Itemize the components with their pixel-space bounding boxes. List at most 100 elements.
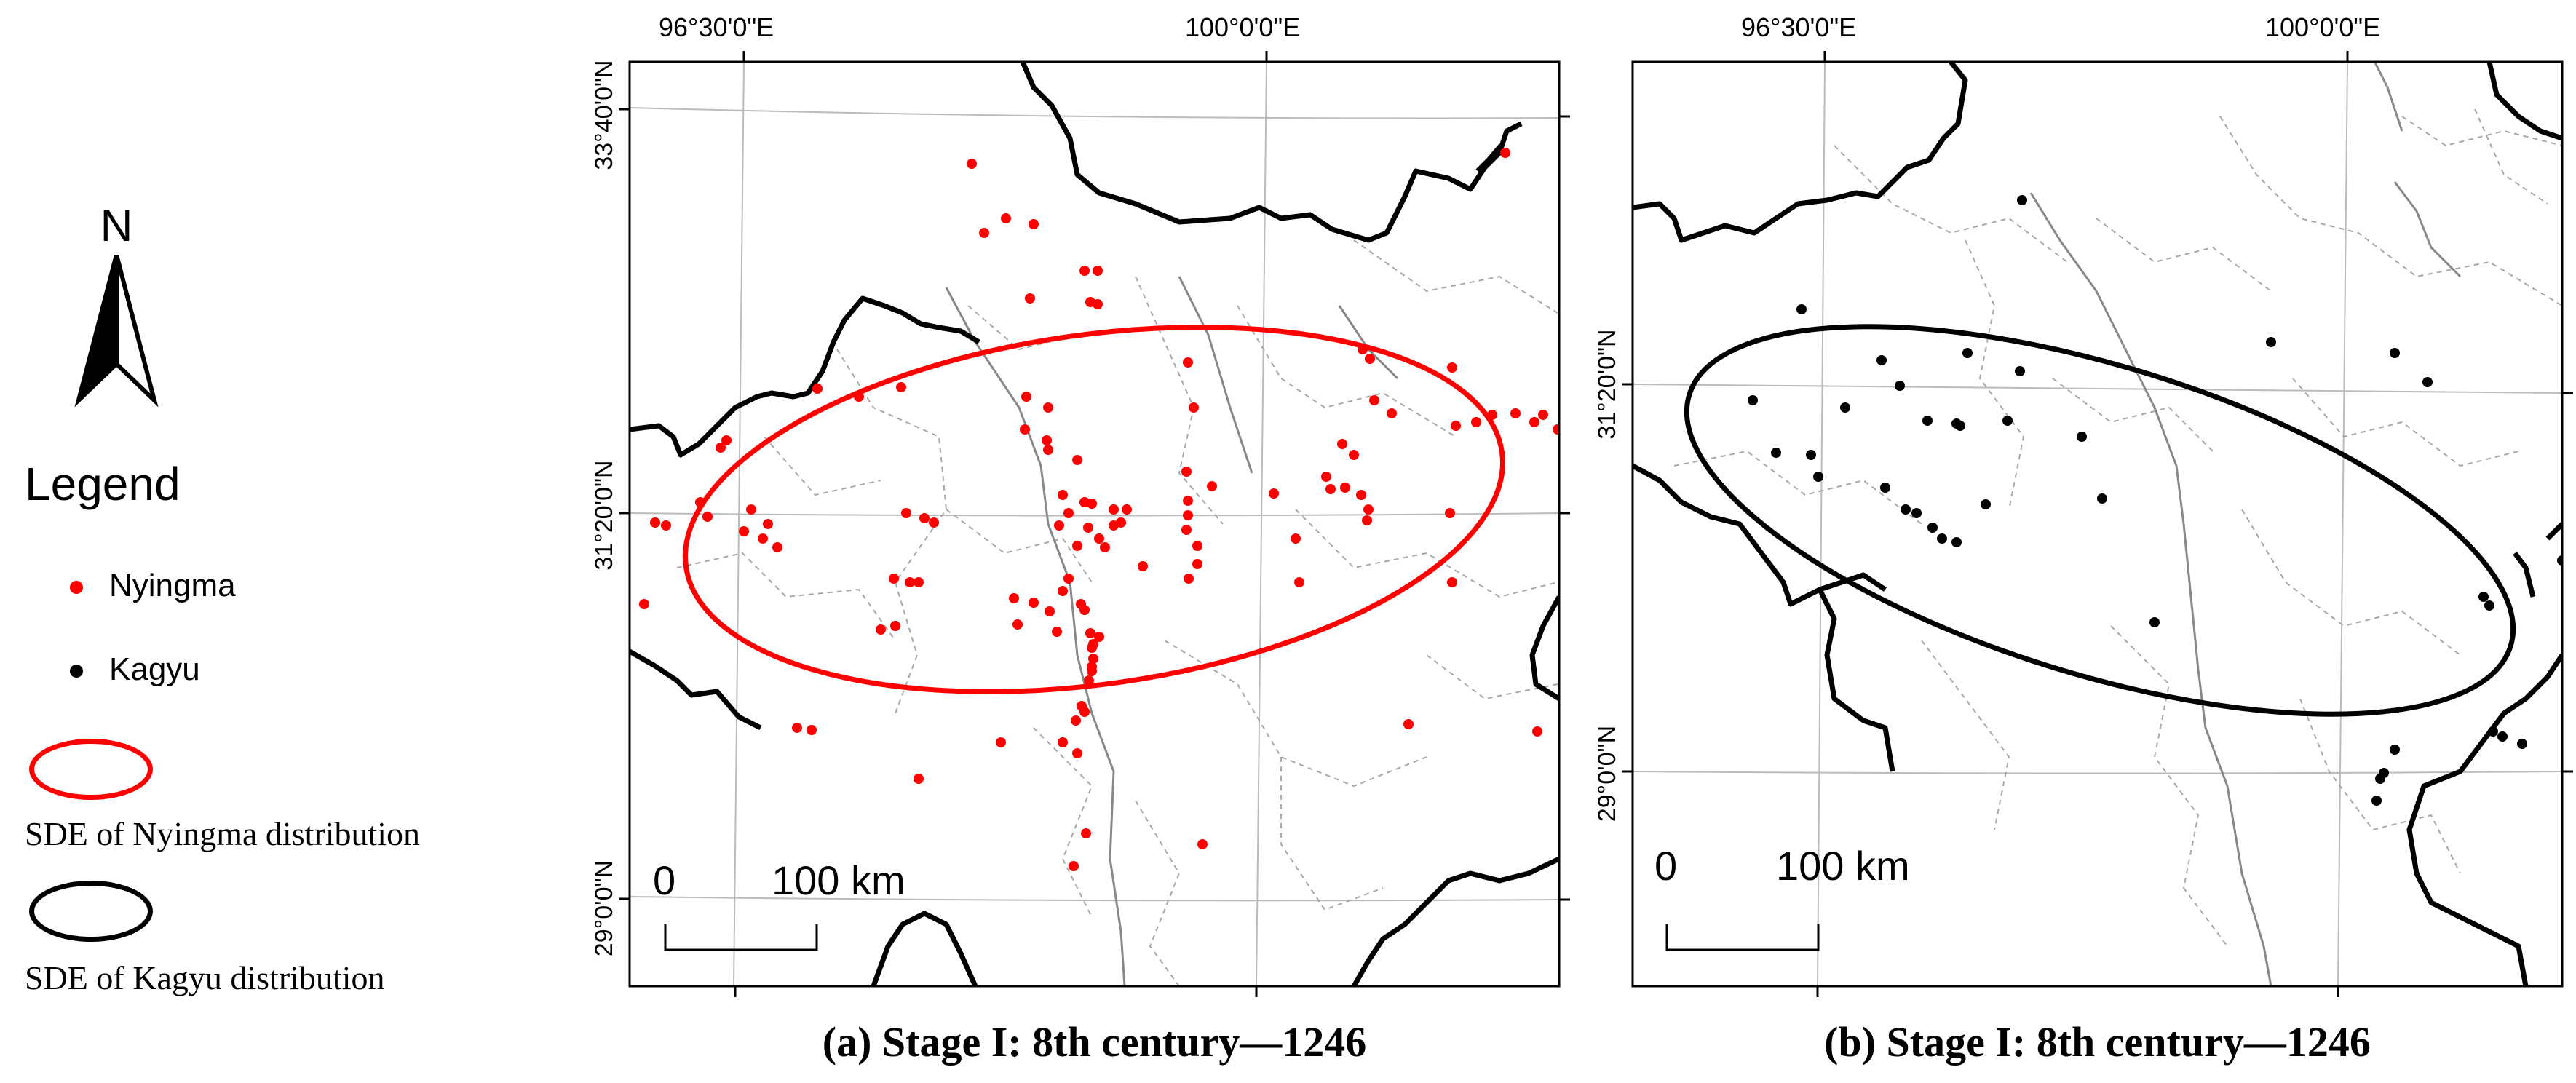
- nyingma-site-point: [1447, 362, 1457, 373]
- nyingma-site-point: [739, 526, 749, 536]
- nyingma-site-point: [1071, 715, 1081, 726]
- panel-b-frame: [1631, 60, 2564, 988]
- nyingma-site-point: [1001, 213, 1011, 223]
- legend-item-nyingma: Nyingma: [29, 568, 236, 604]
- nyingma-site-point: [1197, 839, 1208, 849]
- kagyu-site-point: [1771, 448, 1781, 458]
- nyingma-site-point: [1109, 504, 1119, 515]
- kagyu-site-point: [1911, 508, 1922, 518]
- north-arrow: N: [66, 204, 167, 422]
- nyingma-site-point: [1510, 408, 1521, 418]
- nyingma-site-point: [1487, 410, 1497, 420]
- nyingma-site-point: [650, 517, 660, 528]
- nyingma-site-point: [1029, 219, 1039, 229]
- nyingma-site-point: [702, 512, 713, 522]
- nyingma-site-point: [1079, 605, 1090, 615]
- north-arrow-icon: [74, 255, 159, 408]
- kagyu-site-point: [1895, 381, 1905, 391]
- panel-b-lon-label-2: 100°0'0"E: [2265, 12, 2381, 42]
- kagyu-site-point: [1876, 355, 1887, 365]
- nyingma-site-point: [716, 443, 726, 453]
- nyingma-site-point: [901, 508, 911, 518]
- kagyu-site-point: [1955, 421, 1965, 431]
- nyingma-dot-icon: [70, 581, 83, 595]
- panel-a-ticks: [619, 51, 1570, 997]
- kagyu-site-point: [2017, 195, 2027, 205]
- kagyu-site-point: [2478, 592, 2489, 602]
- panel-a-scale-bar: [664, 924, 818, 951]
- nyingma-site-point: [807, 725, 817, 735]
- panel-b-scale-bar: [1665, 924, 1820, 951]
- kagyu-site-point: [1951, 537, 1962, 547]
- sde-kagyu-ellipse-icon: [29, 881, 153, 942]
- kagyu-site-point: [2488, 726, 2498, 737]
- kagyu-site-point: [2266, 337, 2276, 347]
- north-arrow-letter: N: [100, 201, 133, 251]
- panel-a-scale-distance: 100 km: [772, 857, 905, 903]
- nyingma-site-point: [1012, 619, 1023, 630]
- panel-a-lon-label-2: 100°0'0"E: [1185, 12, 1301, 42]
- kagyu-site-point: [1901, 504, 1911, 515]
- panel-b-county-boundaries: [1673, 108, 2562, 947]
- map-legend: N Legend Nyingma Kagyu SDE of Nyingma di…: [0, 0, 568, 1083]
- legend-kagyu-label: Kagyu: [109, 651, 200, 687]
- nyingma-site-point: [1093, 266, 1103, 276]
- panel-a-lon-label-1: 96°30'0"E: [659, 12, 774, 42]
- panel-b-scale-zero: 0: [1654, 843, 1678, 889]
- nyingma-site-point: [1020, 424, 1030, 435]
- nyingma-site-point: [1087, 499, 1097, 509]
- nyingma-site-point: [1093, 299, 1103, 309]
- kagyu-site-point: [2484, 600, 2494, 611]
- panel-b-graticule: [1633, 62, 2562, 986]
- kagyu-site-point: [1937, 533, 1947, 544]
- nyingma-site-point: [1183, 496, 1193, 506]
- nyingma-site-point: [1365, 354, 1375, 364]
- nyingma-site-point: [1100, 542, 1110, 552]
- kagyu-site-point: [2390, 745, 2400, 755]
- kagyu-site-point: [2517, 739, 2527, 749]
- nyingma-site-point: [1085, 628, 1095, 638]
- nyingma-site-point: [1340, 483, 1350, 493]
- nyingma-site-point: [1269, 488, 1279, 499]
- panel-a-nyingma-points: [639, 148, 1559, 871]
- nyingma-site-point: [1029, 598, 1039, 608]
- panel-b-lat-label-1: 31°20'0"N: [1593, 329, 1621, 440]
- nyingma-site-point: [1063, 574, 1074, 584]
- kagyu-site-point: [2422, 377, 2433, 387]
- panel-a-frame: [628, 60, 1561, 988]
- kagyu-site-point: [2390, 348, 2400, 358]
- nyingma-site-point: [1079, 707, 1090, 717]
- nyingma-site-point: [1043, 402, 1053, 413]
- panel-a-province-borders: [630, 62, 1559, 986]
- nyingma-site-point: [1054, 520, 1064, 531]
- nyingma-site-point: [792, 723, 802, 733]
- panel-b-lon-label-1: 96°30'0"E: [1741, 12, 1857, 42]
- kagyu-dot-icon: [70, 665, 83, 678]
- nyingma-site-point: [1500, 148, 1510, 158]
- panel-a-scale-zero: 0: [653, 857, 676, 903]
- nyingma-site-point: [1042, 435, 1052, 445]
- nyingma-site-point: [1471, 417, 1481, 427]
- nyingma-site-point: [1321, 472, 1331, 482]
- panel-a-sde-ellipse: [683, 325, 1505, 694]
- nyingma-site-point: [695, 497, 705, 507]
- nyingma-site-point: [1058, 586, 1068, 596]
- nyingma-site-point: [1072, 541, 1082, 551]
- nyingma-site-point: [979, 228, 989, 238]
- nyingma-site-point: [1081, 828, 1091, 838]
- nyingma-site-point: [905, 577, 915, 587]
- nyingma-site-point: [1192, 541, 1202, 551]
- nyingma-site-point: [1387, 408, 1397, 418]
- panel-b-province-borders: [1633, 62, 2562, 986]
- nyingma-site-point: [929, 517, 939, 528]
- kagyu-site-point: [2371, 796, 2382, 806]
- nyingma-site-point: [1087, 643, 1097, 653]
- kagyu-site-point: [2002, 416, 2013, 426]
- nyingma-site-point: [1189, 402, 1199, 413]
- kagyu-site-point: [2077, 432, 2087, 442]
- nyingma-site-point: [721, 435, 732, 445]
- legend-title: Legend: [25, 458, 181, 510]
- legend-sde-nyingma-label: SDE of Nyingma distribution: [25, 815, 421, 852]
- nyingma-site-point: [763, 519, 773, 529]
